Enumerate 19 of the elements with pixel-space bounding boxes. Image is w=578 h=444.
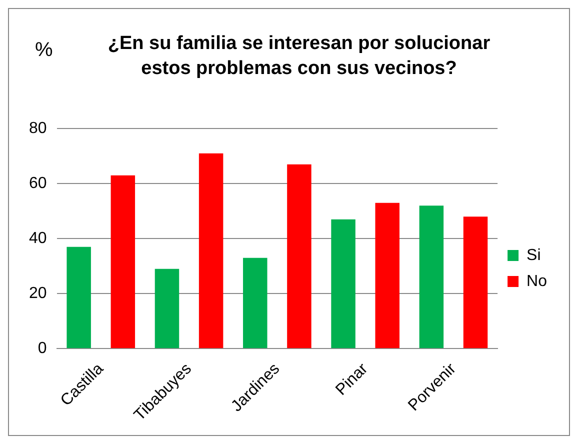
legend-label: Si (526, 246, 541, 264)
chart-title: ¿En su familia se interesan por solucionar estos problemas con sus vecinos? (106, 32, 492, 81)
y-tick-label: 60 (29, 175, 47, 192)
y-tick-label: 80 (29, 120, 47, 138)
bar (463, 216, 488, 348)
bar (110, 175, 136, 348)
y-tick-label: 0 (38, 340, 47, 358)
bar (287, 164, 312, 348)
legend-label: No (526, 272, 548, 290)
bar (243, 258, 268, 348)
bar (154, 268, 180, 348)
bar (198, 153, 224, 348)
y-axis-title: % (35, 39, 53, 62)
bar (66, 246, 91, 348)
y-tick-label: 40 (29, 230, 47, 248)
bar (375, 202, 400, 348)
bar (331, 219, 356, 348)
bar (419, 206, 444, 348)
y-tick-label: 20 (29, 285, 47, 302)
